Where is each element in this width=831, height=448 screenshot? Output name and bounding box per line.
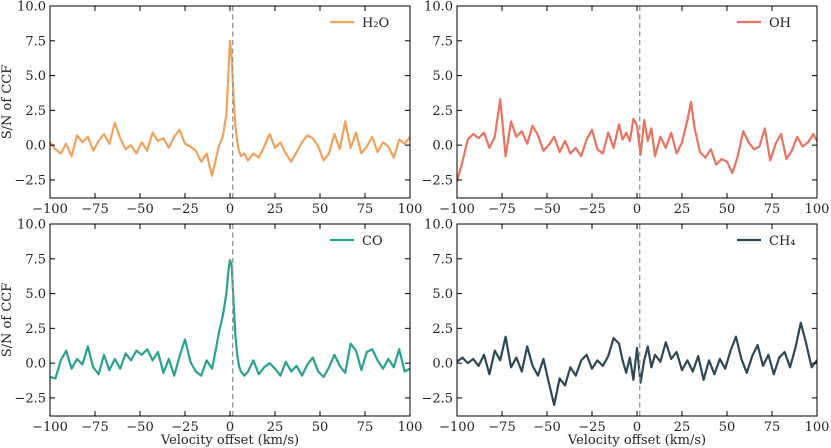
y-tick-label: −2.5: [421, 173, 453, 188]
y-tick-label: 5.0: [432, 287, 453, 302]
x-tick-label: 75: [357, 420, 374, 435]
x-axis-label: Velocity offset (km/s): [567, 433, 706, 448]
x-tick-label: 75: [357, 202, 374, 217]
y-tick-label: 7.5: [432, 34, 453, 49]
y-tick-label: 5.0: [25, 69, 46, 84]
series-line-bottom-left: [50, 259, 410, 380]
y-tick-label: 10.0: [17, 0, 46, 15]
x-tick-label: 0: [633, 420, 641, 435]
x-tick-label: −75: [81, 420, 108, 435]
x-tick-label: 0: [633, 202, 641, 217]
x-tick-label: −75: [488, 202, 515, 217]
x-tick-label: 100: [398, 420, 423, 435]
y-tick-label: 5.0: [432, 69, 453, 84]
legend-label: OH: [769, 16, 791, 31]
y-tick-label: 10.0: [17, 218, 46, 233]
x-tick-label: 25: [674, 202, 691, 217]
series-line-bottom-right: [457, 321, 817, 406]
x-tick-label: 100: [398, 202, 423, 217]
y-tick-label: 2.5: [432, 104, 453, 119]
x-tick-label: 50: [312, 420, 329, 435]
x-tick-label: 0: [226, 202, 234, 217]
x-tick-label: 50: [312, 202, 329, 217]
y-tick-label: 10.0: [424, 218, 453, 233]
panel-top-right: −100 −75 −50 −25 0 25 50 75 100 −2.5 0.0 2.5 5.0 7.5 1…: [421, 0, 829, 217]
y-tick-label: 0.0: [432, 357, 453, 372]
y-tick-label: 10.0: [424, 0, 453, 15]
x-tick-label: 0: [226, 420, 234, 435]
x-tick-label: −50: [533, 202, 560, 217]
panel-frame: [456, 5, 818, 199]
x-tick-label: −50: [126, 420, 153, 435]
y-tick-label: −2.5: [14, 173, 46, 188]
y-axis-label: S/N of CCF: [0, 283, 15, 357]
x-axis-label: Velocity offset (km/s): [160, 433, 299, 448]
x-tick-label: 100: [805, 420, 830, 435]
y-tick-label: −2.5: [14, 391, 46, 406]
y-tick-label: 2.5: [432, 322, 453, 337]
y-tick-label: 7.5: [25, 252, 46, 267]
x-tick-label: −75: [81, 202, 108, 217]
panel-frame: [49, 223, 411, 417]
panel-bottom-left: −100 −75 −50 −25 0 25 50 75 100 −2.5 0.0 2.5 5.0 7.5 1…: [0, 218, 422, 448]
x-tick-label: −25: [578, 202, 605, 217]
legend-label: CO: [362, 234, 383, 249]
x-tick-label: −100: [439, 202, 475, 217]
panel-frame: [49, 5, 411, 199]
y-tick-label: 2.5: [25, 104, 46, 119]
y-tick-label: 0.0: [432, 139, 453, 154]
y-tick-label: 0.0: [25, 357, 46, 372]
x-tick-label: 50: [719, 420, 736, 435]
x-tick-label: 75: [764, 420, 781, 435]
x-tick-label: −50: [126, 202, 153, 217]
x-tick-label: −25: [171, 202, 198, 217]
x-tick-label: −25: [578, 420, 605, 435]
x-tick-label: 25: [267, 202, 284, 217]
y-tick-label: −2.5: [421, 391, 453, 406]
x-tick-label: −25: [171, 420, 198, 435]
x-tick-label: −75: [488, 420, 515, 435]
y-tick-label: 7.5: [432, 252, 453, 267]
y-tick-label: 7.5: [25, 34, 46, 49]
x-tick-label: −50: [533, 420, 560, 435]
legend-label: H₂O: [362, 16, 389, 31]
x-tick-label: −100: [32, 202, 68, 217]
panel-frame: [456, 223, 818, 417]
x-tick-label: 25: [674, 420, 691, 435]
x-tick-label: 50: [719, 202, 736, 217]
x-tick-label: −100: [439, 420, 475, 435]
legend-label: CH₄: [769, 234, 796, 249]
y-tick-label: 2.5: [25, 322, 46, 337]
panel-top-left: −100 −75 −50 −25 0 25 50 75 100 −2.5 0.0 2.5 5.0 7.5 1…: [0, 0, 422, 217]
series-line-top-right: [457, 98, 817, 183]
x-tick-label: −100: [32, 420, 68, 435]
panel-bottom-right: −100 −75 −50 −25 0 25 50 75 100 −2.5 0.0 2.5 5.0 7.5 1…: [421, 218, 829, 448]
x-tick-label: 25: [267, 420, 284, 435]
x-tick-label: 75: [764, 202, 781, 217]
y-axis-label: S/N of CCF: [0, 65, 15, 139]
y-tick-label: 0.0: [25, 139, 46, 154]
series-line-top-left: [50, 39, 410, 177]
y-tick-label: 5.0: [25, 287, 46, 302]
x-tick-label: 100: [805, 202, 830, 217]
